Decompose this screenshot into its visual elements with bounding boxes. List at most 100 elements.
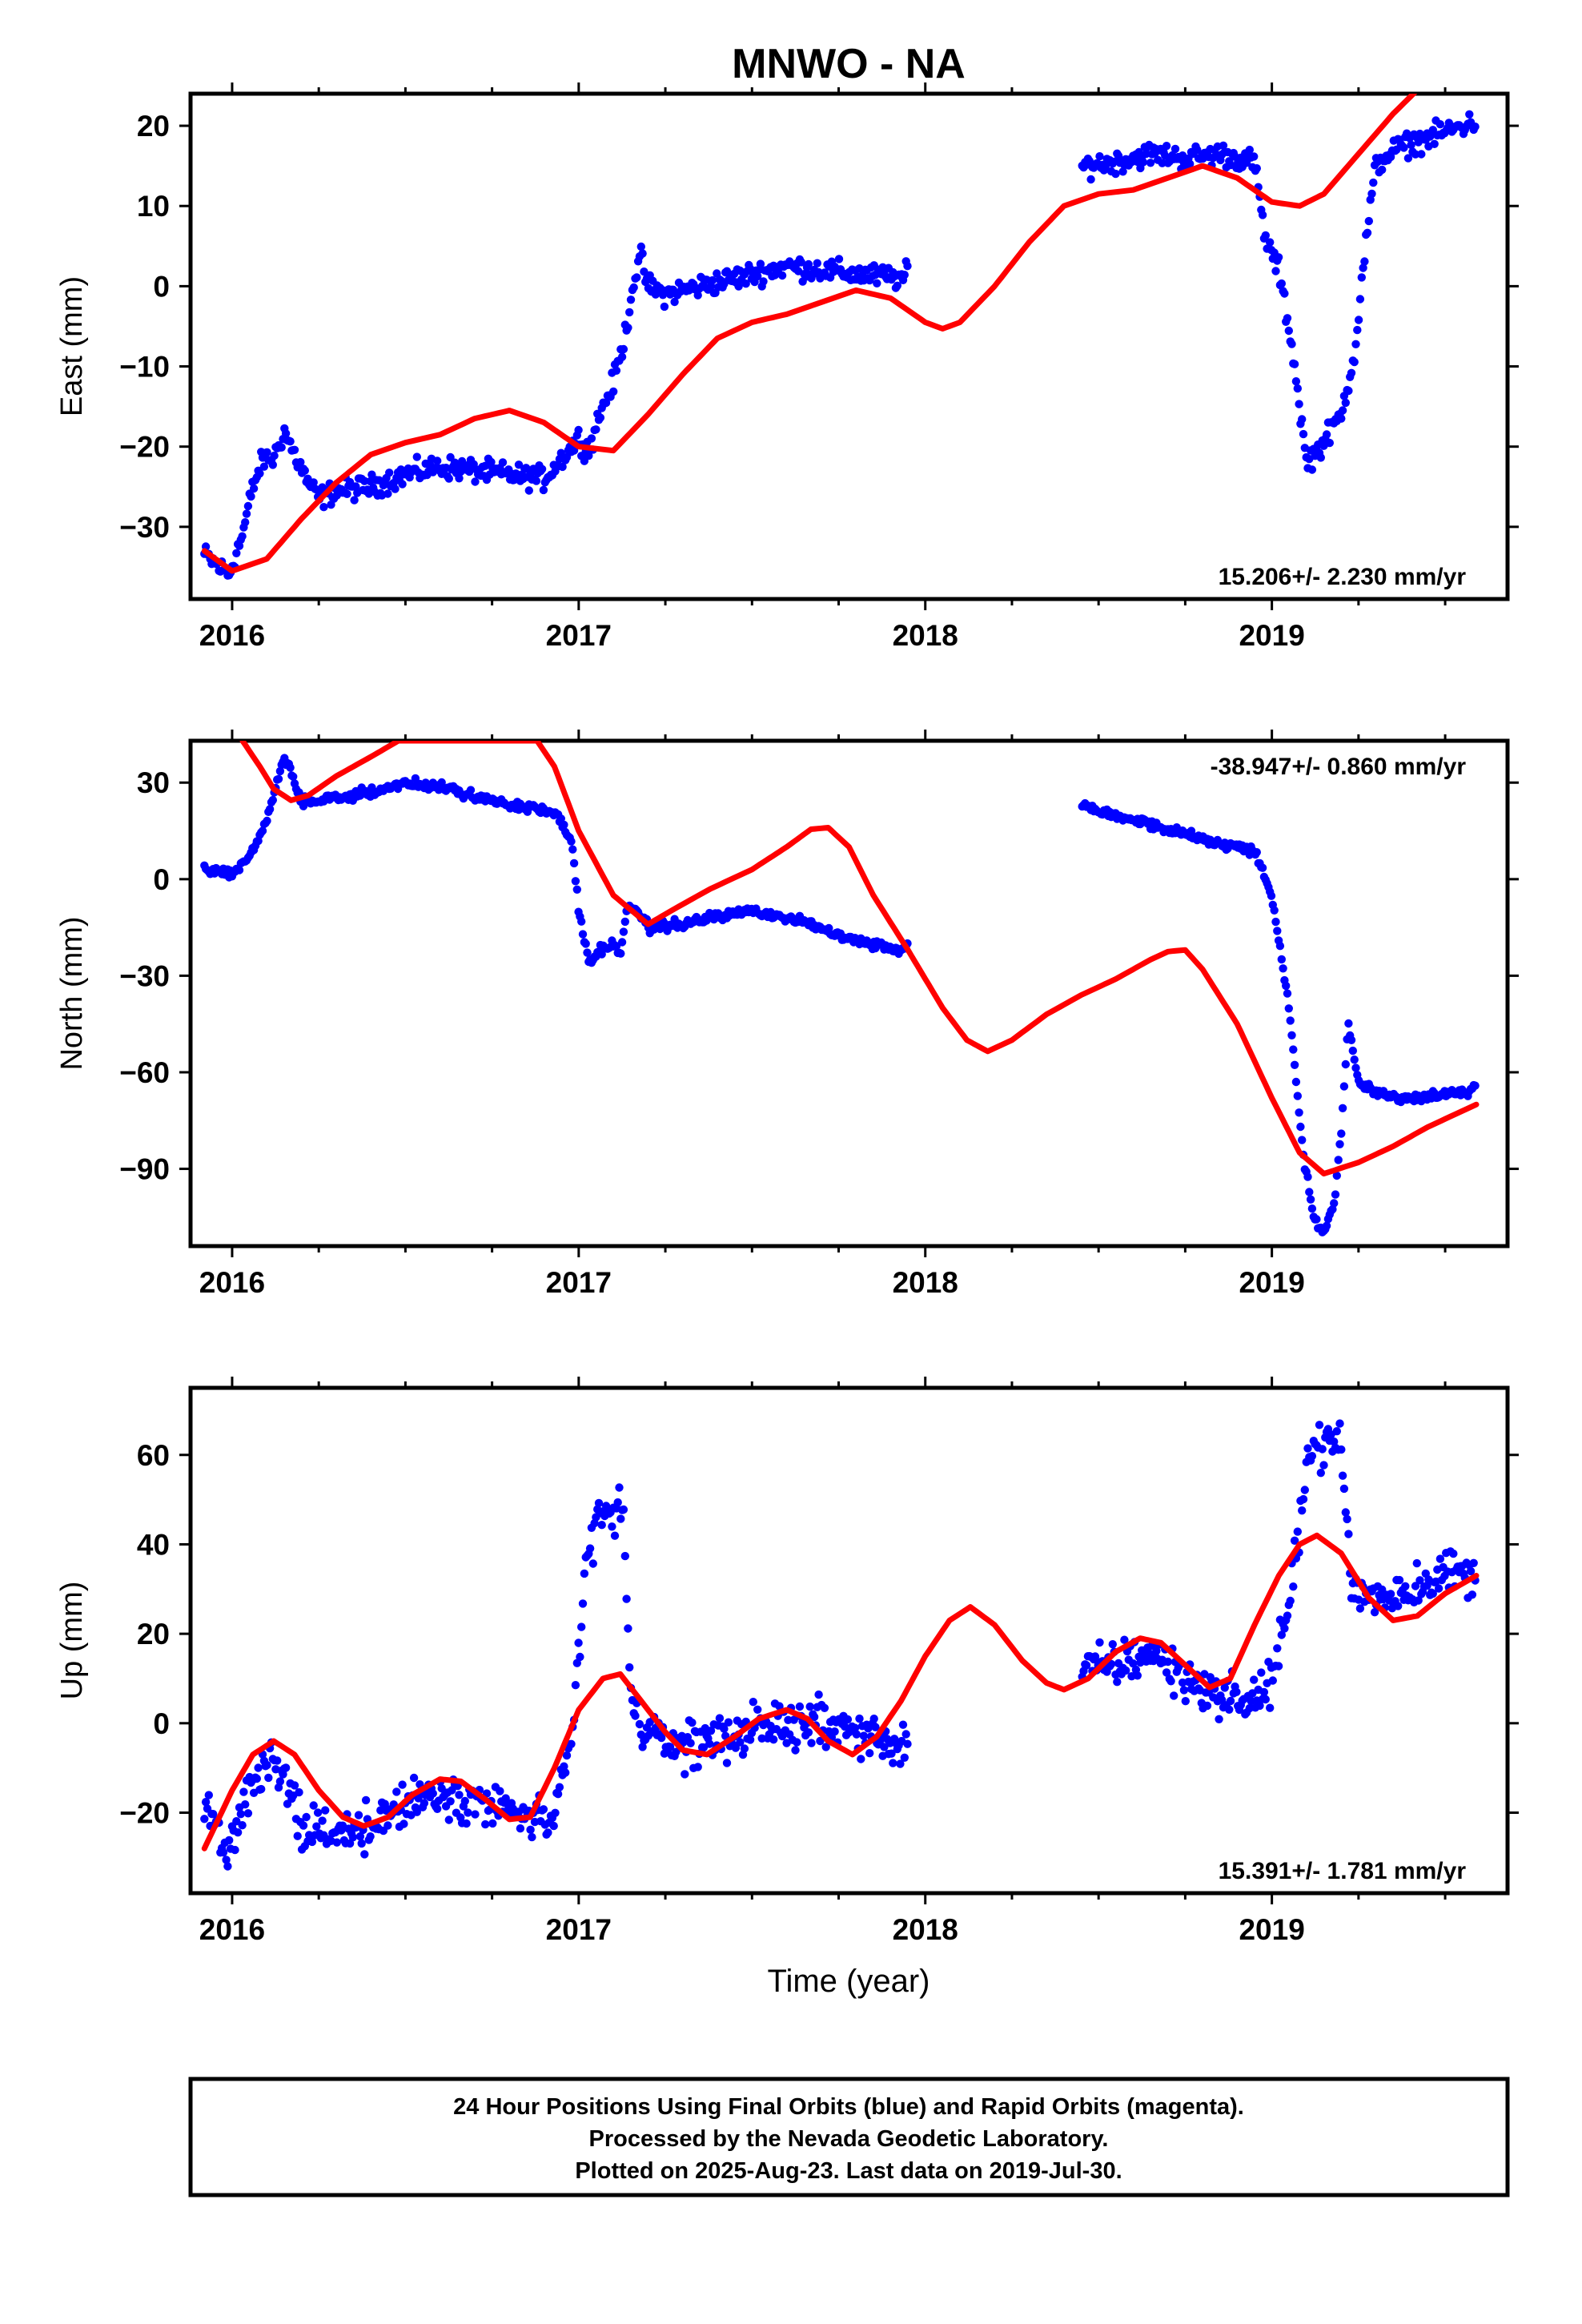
up-data-point — [412, 1807, 421, 1816]
north-data-point — [1350, 1055, 1359, 1064]
east-data-point — [351, 482, 360, 491]
east-data-point — [1274, 253, 1283, 262]
x-axis-label: Time (year) — [768, 1964, 930, 1999]
up-data-point — [869, 1715, 878, 1723]
up-data-point — [561, 1768, 570, 1777]
east-data-point — [241, 518, 250, 527]
up-data-point — [223, 1862, 232, 1871]
up-data-point — [560, 1762, 568, 1771]
east-data-point — [753, 271, 762, 281]
up-data-point — [619, 1505, 628, 1514]
east-data-point — [259, 462, 269, 471]
east-data-point — [1399, 143, 1408, 152]
up-data-point — [1273, 1644, 1282, 1653]
up-data-point — [820, 1703, 829, 1712]
up-data-point — [209, 1810, 218, 1819]
up-data-point — [354, 1811, 363, 1819]
east-data-point — [521, 464, 531, 472]
up-data-point — [816, 1736, 825, 1746]
up-data-point — [1120, 1635, 1129, 1644]
up-data-point — [724, 1718, 733, 1727]
up-data-point — [544, 1828, 552, 1837]
up-data-point — [1401, 1582, 1410, 1591]
north-data-point — [1303, 1172, 1312, 1181]
up-data-point — [574, 1638, 583, 1647]
east-data-point — [1299, 429, 1308, 439]
east-data-point — [457, 456, 467, 466]
up-data-point — [638, 1743, 647, 1751]
up-data-point — [871, 1723, 880, 1731]
up-data-point — [1344, 1530, 1353, 1538]
east-data-point — [1347, 368, 1356, 377]
up-data-point — [444, 1815, 453, 1824]
north-ytick-label: −60 — [119, 1056, 170, 1089]
east-data-point — [1367, 189, 1376, 199]
up-model-line — [201, 1532, 1480, 1852]
north-data-point — [1282, 981, 1291, 991]
up-data-point — [551, 1808, 560, 1817]
up-data-point — [753, 1705, 762, 1714]
up-data-point — [1319, 1461, 1328, 1470]
up-data-point — [1303, 1444, 1312, 1453]
north-data-point — [1331, 1190, 1340, 1199]
up-data-point — [705, 1739, 714, 1748]
east-data-point — [1411, 150, 1420, 159]
up-rate-label: 15.391+/- 1.781 mm/yr — [1219, 1858, 1467, 1884]
up-data-point — [243, 1809, 253, 1818]
north-data-point — [1284, 1004, 1294, 1013]
east-data-point — [385, 468, 394, 477]
east-data-point — [660, 302, 669, 312]
east-data-point — [759, 277, 768, 286]
up-data-point — [1280, 1624, 1289, 1633]
up-data-point — [361, 1795, 371, 1805]
up-data-point — [1370, 1608, 1379, 1617]
up-data-point — [631, 1711, 640, 1720]
north-data-point — [1277, 955, 1287, 964]
east-data-point — [383, 489, 392, 498]
north-data-point — [1275, 942, 1285, 951]
east-data-point — [1355, 295, 1365, 304]
east-data-point — [612, 366, 621, 375]
east-data-point — [524, 486, 533, 495]
up-data-point — [1113, 1678, 1122, 1687]
up-data-point — [852, 1730, 861, 1739]
east-model-line — [201, 94, 1418, 574]
east-data-point — [1295, 400, 1303, 408]
east-data-point — [670, 297, 679, 307]
up-data-point — [1268, 1676, 1278, 1685]
up-data-point — [1220, 1683, 1230, 1692]
up-data-point — [793, 1738, 801, 1747]
north-data-point — [1335, 1140, 1344, 1149]
east-ytick-label: 0 — [153, 270, 170, 303]
east-data-point — [1277, 279, 1287, 288]
east-data-point — [532, 476, 541, 485]
east-data-point — [813, 259, 821, 267]
east-data-point — [433, 456, 442, 465]
up-data-point — [1411, 1582, 1420, 1590]
north-data-point — [1322, 1221, 1331, 1230]
up-data-point — [1395, 1575, 1404, 1585]
east-data-point — [625, 308, 634, 317]
up-data-point — [313, 1808, 323, 1817]
up-data-point — [501, 1794, 510, 1803]
north-data-point — [1341, 1059, 1351, 1069]
up-data-point — [898, 1720, 908, 1729]
east-data-point — [741, 279, 750, 288]
north-data-point — [1347, 1035, 1356, 1045]
east-data-point — [1266, 238, 1275, 247]
north-data-point — [286, 763, 295, 772]
up-data-point — [784, 1715, 793, 1724]
north-y-axis-label: North (mm) — [55, 916, 89, 1070]
up-data-point — [360, 1850, 369, 1859]
up-data-point — [706, 1727, 716, 1735]
up-data-point — [1337, 1445, 1346, 1454]
east-data-point — [1161, 151, 1170, 160]
up-data-point — [859, 1731, 869, 1740]
east-data-point — [243, 501, 253, 511]
up-data-point — [814, 1690, 823, 1699]
up-data-point — [496, 1787, 504, 1795]
north-ytick-label: −90 — [119, 1153, 170, 1186]
up-data-point — [225, 1835, 234, 1845]
up-data-point — [769, 1735, 778, 1744]
east-data-point — [893, 281, 902, 290]
